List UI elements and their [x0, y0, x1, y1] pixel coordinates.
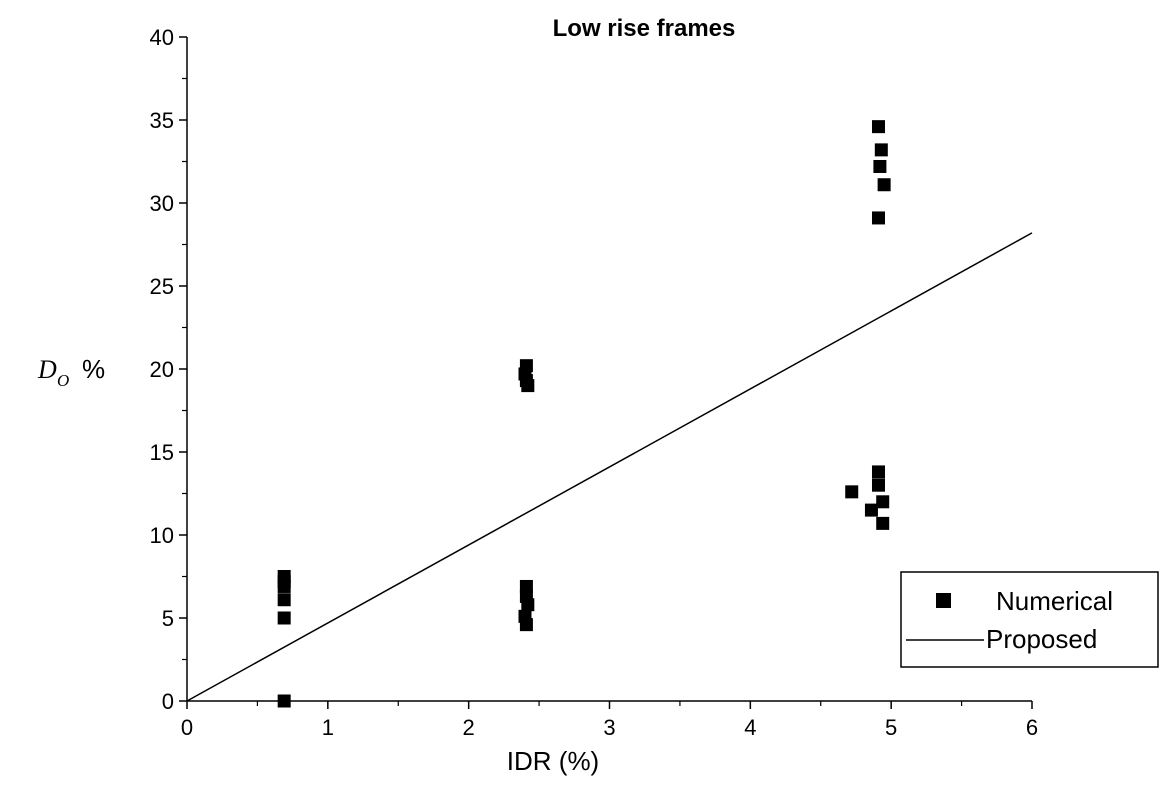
- x-axis-title: IDR (%): [507, 746, 599, 776]
- legend-label-proposed: Proposed: [986, 624, 1097, 654]
- y-axis-title-subscript: O: [57, 371, 69, 390]
- y-axis-title-symbol: D: [37, 355, 57, 384]
- y-tick-label: 5: [162, 606, 174, 631]
- y-axis-title: D O %: [37, 354, 105, 390]
- numerical-point: [519, 618, 533, 632]
- x-tick-label: 5: [885, 715, 897, 740]
- chart-title: Low rise frames: [553, 15, 736, 42]
- numerical-point: [871, 478, 885, 492]
- numerical-point: [277, 694, 291, 708]
- x-tick-label: 6: [1026, 715, 1038, 740]
- numerical-series: [277, 120, 891, 708]
- numerical-point: [876, 495, 890, 509]
- numerical-point: [845, 485, 859, 499]
- proposed-series: [186, 232, 1033, 702]
- y-tick-label: 10: [150, 523, 174, 548]
- numerical-point: [871, 120, 885, 134]
- numerical-point: [277, 611, 291, 625]
- numerical-point: [877, 178, 891, 192]
- x-tick-label: 3: [603, 715, 615, 740]
- y-tick-label: 40: [150, 25, 174, 50]
- numerical-point: [277, 579, 291, 593]
- y-tick-label: 35: [150, 108, 174, 133]
- legend-box: [900, 571, 1159, 668]
- numerical-point: [876, 516, 890, 530]
- numerical-point: [519, 579, 533, 593]
- numerical-point: [871, 465, 885, 479]
- x-tick-label: 2: [463, 715, 475, 740]
- numerical-point: [864, 503, 878, 517]
- numerical-point: [521, 379, 535, 393]
- legend-square-marker: [936, 593, 951, 608]
- x-ticks: 0 1 2 3 4 5 6: [181, 701, 1038, 740]
- numerical-point: [874, 143, 888, 157]
- legend-label-numerical: Numerical: [996, 586, 1113, 616]
- y-ticks: 0 5 10 15 20 25 30 35 40: [150, 25, 187, 714]
- numerical-point: [871, 211, 885, 225]
- x-tick-label: 4: [744, 715, 756, 740]
- proposed-line: [186, 232, 1033, 702]
- legend: Numerical Proposed: [900, 571, 1159, 668]
- y-tick-label: 25: [150, 274, 174, 299]
- numerical-point: [521, 598, 535, 612]
- x-tick-label: 0: [181, 715, 193, 740]
- y-axis-title-unit: %: [82, 354, 105, 384]
- y-tick-label: 20: [150, 357, 174, 382]
- y-tick-label: 0: [162, 689, 174, 714]
- numerical-point: [873, 159, 887, 173]
- y-tick-label: 15: [150, 440, 174, 465]
- numerical-point: [277, 593, 291, 607]
- y-tick-label: 30: [150, 191, 174, 216]
- x-tick-label: 1: [322, 715, 334, 740]
